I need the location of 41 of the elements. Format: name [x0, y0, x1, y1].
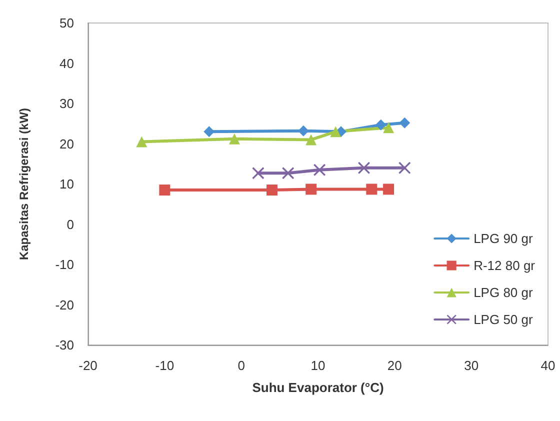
- y-axis-title: Kapasitas Refrigerasi (kW): [17, 108, 31, 260]
- point: [306, 184, 317, 195]
- point: [375, 119, 386, 130]
- x-tick-label: 30: [464, 358, 479, 373]
- x-tick-label: -20: [78, 358, 98, 373]
- point: [314, 164, 326, 176]
- y-tick-label: -30: [55, 338, 74, 352]
- y-tick-label: 30: [60, 96, 74, 111]
- x-tick-label: 0: [238, 358, 245, 373]
- y-tick-label: 10: [60, 176, 74, 192]
- y-tick-label: 50: [60, 16, 74, 30]
- point: [306, 134, 317, 146]
- point: [298, 125, 309, 136]
- legend-label: LPG 50 gr: [474, 312, 534, 327]
- point: [398, 162, 411, 174]
- x-tick-label: 40: [540, 358, 556, 373]
- point: [358, 162, 370, 174]
- legend-label: LPG 90 gr: [474, 231, 534, 246]
- point: [366, 184, 378, 195]
- point: [204, 126, 215, 138]
- y-tick-label: -20: [55, 297, 74, 312]
- legend-label: LPG 80 gr: [474, 285, 534, 300]
- point: [383, 184, 394, 195]
- point: [159, 184, 170, 196]
- x-tick-label: 10: [310, 358, 326, 373]
- x-axis-title: Suhu Evaporator (°C): [252, 380, 384, 395]
- y-tick-label: 40: [60, 56, 74, 71]
- point: [228, 133, 240, 144]
- legend-label: R-12 80 gr: [474, 258, 536, 273]
- point: [266, 184, 278, 196]
- x-tick-label: 20: [387, 358, 402, 373]
- y-tick-label: 0: [66, 216, 74, 232]
- point: [282, 167, 294, 180]
- y-tick-label: 20: [60, 136, 74, 152]
- y-tick-label: -10: [55, 257, 74, 272]
- x-tick-label: -10: [155, 358, 174, 373]
- point: [136, 136, 148, 148]
- point: [252, 167, 264, 180]
- point: [330, 126, 342, 138]
- point: [383, 122, 394, 134]
- point: [399, 117, 410, 128]
